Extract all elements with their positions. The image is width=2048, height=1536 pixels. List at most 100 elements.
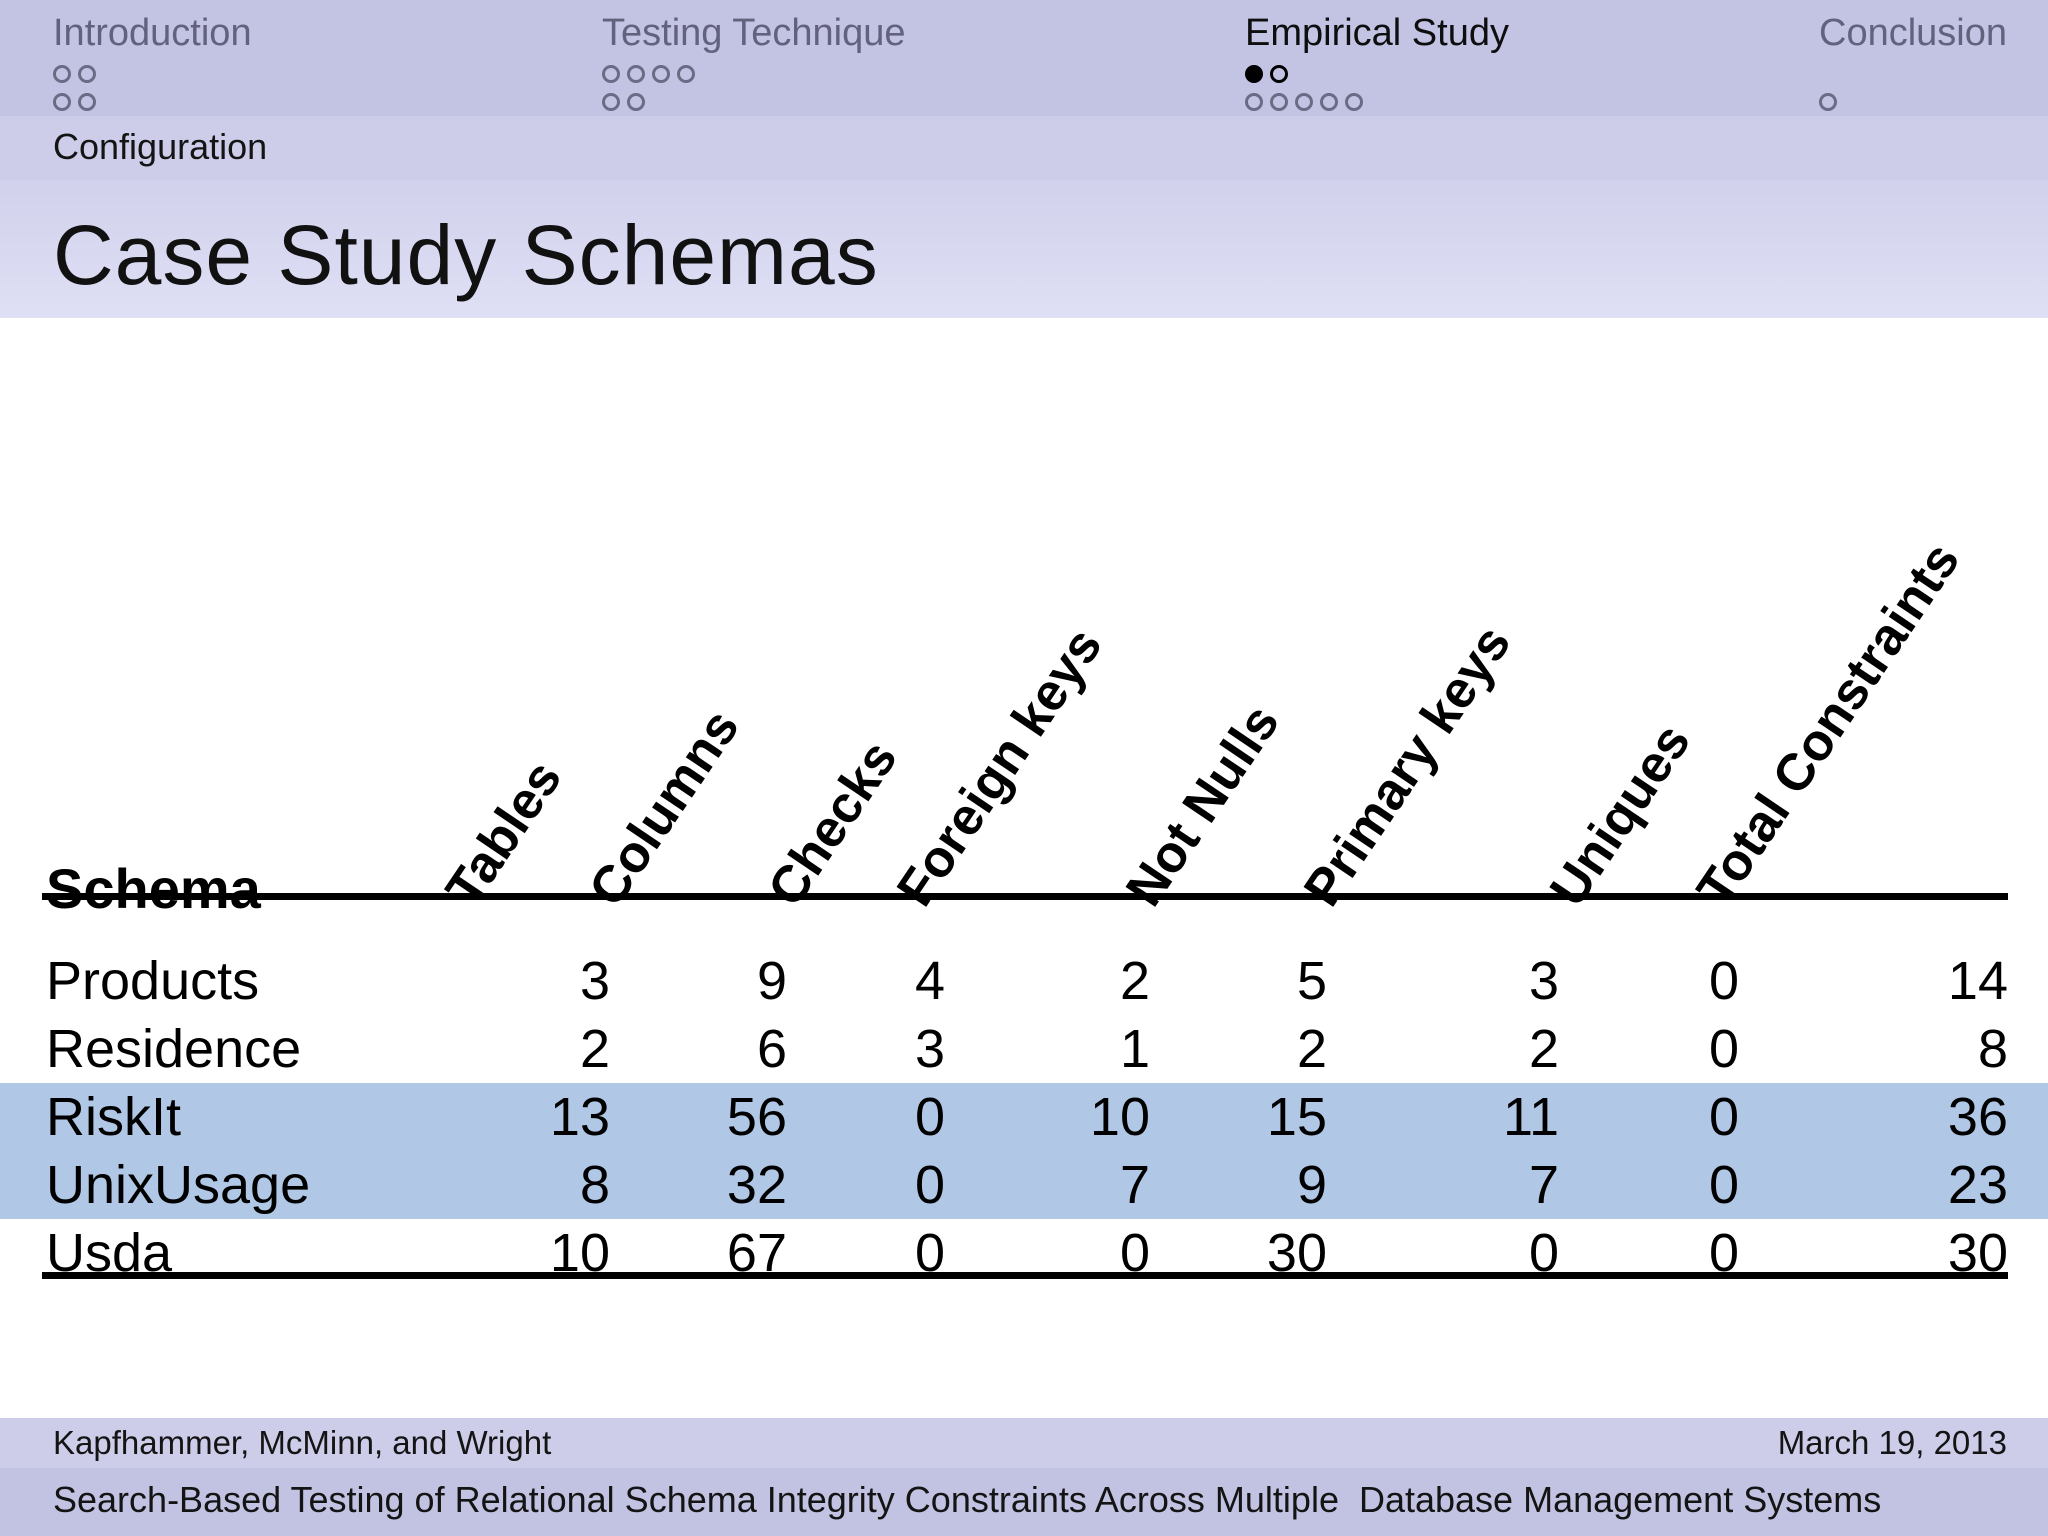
frame-dot[interactable] [1819, 93, 1837, 111]
row-label-riskit: RiskIt [46, 1087, 181, 1147]
footer-date: March 19, 2013 [1777, 1424, 2007, 1461]
footer-talk-title: Search-Based Testing of Relational Schem… [53, 1479, 1882, 1520]
frame-dot[interactable] [652, 65, 670, 83]
frame-dot-row [53, 60, 252, 88]
frame-dot[interactable] [602, 93, 620, 111]
cell-riskit-checks: 0 [914, 1087, 945, 1147]
frame-dot[interactable] [1245, 93, 1263, 111]
cell-products-columns: 9 [756, 951, 787, 1011]
cell-products-not-nulls: 5 [1296, 951, 1327, 1011]
frame-dots [602, 58, 906, 116]
nav-section-testing-technique: Testing Technique [602, 12, 906, 116]
frame-dot[interactable] [602, 65, 620, 83]
frame-dot[interactable] [627, 65, 645, 83]
col-header-primary-keys: Primary keys [1293, 437, 1559, 947]
col-header-label-primary-keys: Primary keys [1292, 615, 1523, 917]
cell-unixusage-foreign-keys: 7 [1119, 1155, 1150, 1215]
cell-usda-tables: 10 [549, 1223, 610, 1283]
cell-unixusage-not-nulls: 9 [1296, 1155, 1327, 1215]
frame-dot[interactable] [1270, 93, 1288, 111]
current-frame-dot[interactable] [1245, 65, 1263, 83]
frame-dot-row [1819, 88, 2007, 116]
frame-dot[interactable] [1270, 65, 1288, 83]
nav-bar: Introduction Testing Technique Empirical S… [0, 0, 2048, 116]
nav-section-label[interactable]: Conclusion [1819, 12, 2007, 54]
footer-authors: Kapfhammer, McMinn, and Wright [53, 1424, 552, 1461]
frame-dot[interactable] [1320, 93, 1338, 111]
cell-riskit-not-nulls: 15 [1266, 1087, 1327, 1147]
cell-residence-uniques: 0 [1708, 1019, 1739, 1079]
slide-title: Case Study Schemas [53, 208, 879, 302]
col-header-schema: Schema [0, 437, 462, 947]
col-header-columns: Columns [578, 437, 787, 947]
cell-products-checks: 4 [914, 951, 945, 1011]
cell-riskit-uniques: 0 [1708, 1087, 1739, 1147]
subsection-label: Configuration [53, 126, 268, 167]
cell-unixusage-checks: 0 [914, 1155, 945, 1215]
frame-dots [1819, 58, 2007, 116]
row-label-residence: Residence [46, 1019, 302, 1079]
frame-dot-row [602, 88, 906, 116]
row-label-usda: Usda [46, 1223, 173, 1283]
schema-table: Schema Tables Columns Checks Foreign keys Not… [0, 437, 2048, 1287]
cell-residence-foreign-keys: 1 [1119, 1019, 1150, 1079]
frame-dots [1245, 58, 1509, 116]
col-header-foreign-keys: Foreign keys [886, 437, 1150, 947]
cell-riskit-tables: 13 [549, 1087, 610, 1147]
cell-products-total-constraints: 14 [1947, 951, 2008, 1011]
frame-dot[interactable] [53, 93, 71, 111]
cell-riskit-foreign-keys: 10 [1089, 1087, 1150, 1147]
frame-dot-row [53, 88, 252, 116]
table-row-unixusage: UnixUsage 8 32 0 7 9 7 0 23 [0, 1151, 2048, 1219]
table-row-riskit: RiskIt 13 56 0 10 15 11 0 36 [0, 1083, 2048, 1151]
table-header-row: Schema Tables Columns Checks Foreign keys Not… [0, 437, 2048, 947]
cell-unixusage-uniques: 0 [1708, 1155, 1739, 1215]
cell-residence-not-nulls: 2 [1296, 1019, 1327, 1079]
frame-dot[interactable] [677, 65, 695, 83]
row-label-products: Products [46, 951, 260, 1011]
table-bottom-rule [42, 1272, 2008, 1279]
nav-section-label[interactable]: Empirical Study [1245, 12, 1509, 54]
footer-title-bar: Search-Based Testing of Relational Schem… [0, 1468, 2048, 1536]
cell-usda-uniques: 0 [1708, 1223, 1739, 1283]
cell-residence-columns: 6 [756, 1019, 787, 1079]
nav-section-label[interactable]: Testing Technique [602, 12, 906, 54]
frame-dot[interactable] [627, 93, 645, 111]
col-header-total-constraints: Total Constraints [1686, 437, 2048, 947]
frame-dot[interactable] [1295, 93, 1313, 111]
cell-usda-not-nulls: 30 [1266, 1223, 1327, 1283]
nav-section-empirical-study: Empirical Study [1245, 12, 1509, 116]
frame-dot-row [1245, 88, 1509, 116]
frame-dot[interactable] [78, 93, 96, 111]
cell-riskit-total-constraints: 36 [1947, 1087, 2008, 1147]
cell-usda-primary-keys: 0 [1528, 1223, 1559, 1283]
frame-dot-row [602, 60, 906, 88]
frame-title-bar: Case Study Schemas [0, 180, 2048, 318]
frame-dot[interactable] [78, 65, 96, 83]
cell-residence-total-constraints: 8 [1977, 1019, 2008, 1079]
frame-dot[interactable] [53, 65, 71, 83]
cell-usda-checks: 0 [914, 1223, 945, 1283]
col-header-label-uniques: Uniques [1539, 713, 1703, 917]
nav-section-label[interactable]: Introduction [53, 12, 252, 54]
frame-dot[interactable] [1345, 93, 1363, 111]
table-row-usda: Usda 10 67 0 0 30 0 0 30 [0, 1219, 2048, 1287]
table-row-residence: Residence 2 6 3 1 2 2 0 8 [0, 1015, 2048, 1083]
cell-residence-checks: 3 [914, 1019, 945, 1079]
cell-usda-columns: 67 [726, 1223, 787, 1283]
cell-products-foreign-keys: 2 [1119, 951, 1150, 1011]
cell-usda-foreign-keys: 0 [1119, 1223, 1150, 1283]
frame-dot-row [1245, 60, 1509, 88]
cell-products-uniques: 0 [1708, 951, 1739, 1011]
cell-unixusage-primary-keys: 7 [1528, 1155, 1559, 1215]
col-header-schema-label: Schema [46, 857, 261, 920]
nav-section-introduction: Introduction [53, 12, 252, 116]
cell-products-primary-keys: 3 [1528, 951, 1559, 1011]
cell-products-tables: 3 [579, 951, 610, 1011]
subsection-bar: Configuration [0, 116, 2048, 180]
cell-unixusage-columns: 32 [726, 1155, 787, 1215]
cell-unixusage-tables: 8 [579, 1155, 610, 1215]
cell-riskit-columns: 56 [726, 1087, 787, 1147]
table-row-products: Products 3 9 4 2 5 3 0 14 [0, 947, 2048, 1015]
